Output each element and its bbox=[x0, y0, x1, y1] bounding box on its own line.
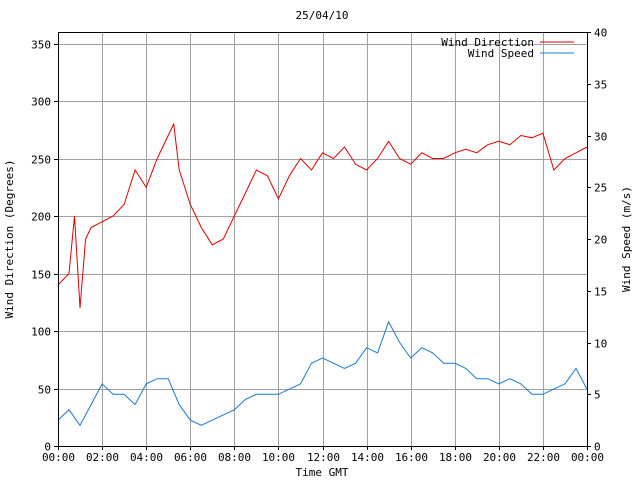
y-left-tick-label: 300 bbox=[31, 96, 51, 109]
legend-label-wind-direction: Wind Direction bbox=[441, 36, 534, 49]
y-left-tick-label: 0 bbox=[44, 441, 51, 454]
x-tick-label: 12:00 bbox=[307, 451, 340, 464]
x-tick-label: 22:00 bbox=[527, 451, 560, 464]
x-tick-label: 08:00 bbox=[218, 451, 251, 464]
y-left-tick-label: 150 bbox=[31, 269, 51, 282]
x-tick-label: 00:00 bbox=[571, 451, 604, 464]
x-tick-label: 04:00 bbox=[130, 451, 163, 464]
x-tick-label: 10:00 bbox=[262, 451, 295, 464]
y-left-tick-label: 250 bbox=[31, 154, 51, 167]
x-tick-label: 00:00 bbox=[42, 451, 75, 464]
y-right-tick-label: 30 bbox=[594, 131, 607, 144]
y-left-tick-label: 200 bbox=[31, 211, 51, 224]
chart-title: 25/04/10 bbox=[296, 9, 349, 22]
x-axis-title: Time GMT bbox=[296, 466, 349, 479]
y-left-tick-label: 50 bbox=[38, 384, 51, 397]
series-layer bbox=[57, 122, 588, 427]
y-right-tick-label: 10 bbox=[594, 338, 607, 351]
tick-layer: 00:00 02:00 04:00 06:00 08:00 10:00 12:00 14:00… bbox=[31, 27, 607, 465]
y-right-tick-label: 20 bbox=[594, 234, 607, 247]
x-tick-label: 14:00 bbox=[351, 451, 384, 464]
y-right-tick-label: 40 bbox=[594, 27, 607, 40]
y-right-tick-label: 35 bbox=[594, 79, 607, 92]
y-right-tick-label: 25 bbox=[594, 182, 607, 195]
grid-layer bbox=[58, 32, 587, 446]
y-axis-left-title: Wind Direction (Degrees) bbox=[3, 160, 16, 319]
x-tick-label: 02:00 bbox=[86, 451, 119, 464]
legend-label-wind-speed: Wind Speed bbox=[468, 47, 534, 60]
y-right-tick-label: 15 bbox=[594, 286, 607, 299]
y-right-tick-label: 5 bbox=[594, 389, 601, 402]
x-tick-label: 20:00 bbox=[483, 451, 516, 464]
series-line-wind-speed bbox=[57, 320, 588, 427]
y-axis-right-title: Wind Speed (m/s) bbox=[620, 186, 633, 292]
y-right-tick-label: 0 bbox=[594, 441, 601, 454]
series-line-wind-direction bbox=[57, 122, 588, 309]
x-tick-label: 18:00 bbox=[439, 451, 472, 464]
x-tick-label: 06:00 bbox=[174, 451, 207, 464]
y-left-tick-label: 350 bbox=[31, 39, 51, 52]
y-left-tick-label: 100 bbox=[31, 326, 51, 339]
x-tick-label: 16:00 bbox=[395, 451, 428, 464]
legend: Wind Direction Wind Speed bbox=[441, 36, 574, 60]
